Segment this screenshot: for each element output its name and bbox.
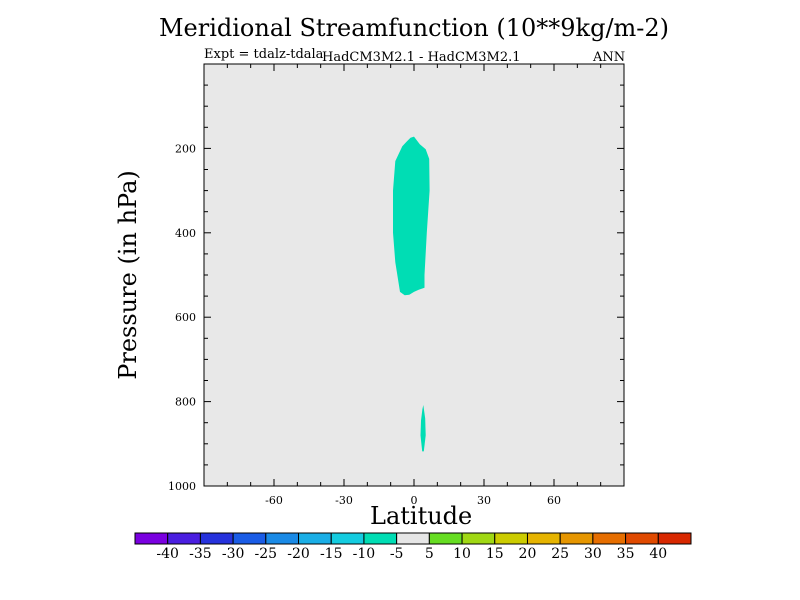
colorbar-label: 25	[551, 546, 569, 562]
y-tick-label: 200	[175, 142, 196, 155]
model-label: HadCM3M2.1 - HadCM3M2.1	[322, 50, 521, 65]
colorbar-swatch	[167, 532, 201, 545]
y-tick-label: 1000	[168, 480, 196, 493]
colorbar-swatch	[363, 532, 398, 545]
colorbar-label: 35	[617, 546, 635, 562]
colorbar-swatch	[330, 532, 365, 545]
colorbar-swatch	[396, 532, 430, 545]
colorbar-label: -15	[320, 546, 343, 562]
colorbar-label: -25	[255, 546, 278, 562]
colorbar-label: -20	[287, 546, 310, 562]
x-tick-label: 0	[411, 494, 418, 507]
y-tick-label: 400	[175, 227, 196, 240]
x-tick-label: 30	[477, 494, 491, 507]
colorbar-swatch	[526, 532, 561, 545]
y-tick-label: 800	[175, 396, 196, 409]
season-label: ANN	[593, 50, 626, 65]
x-tick-label: -30	[335, 494, 353, 507]
colorbar-label: -5	[390, 546, 404, 562]
colorbar-swatch	[428, 532, 463, 545]
chart-title: Meridional Streamfunction (10**9kg/m-2)	[158, 14, 670, 42]
colorbar-label: 10	[453, 546, 471, 562]
colorbar-label: 20	[519, 546, 537, 562]
colorbar-label: 5	[425, 546, 434, 562]
contour-region-1	[393, 136, 430, 296]
colorbar-label: 15	[486, 546, 504, 562]
colorbar-label: 30	[584, 546, 602, 562]
colorbar-swatch	[232, 532, 267, 545]
colorbar-swatch	[657, 532, 692, 545]
colorbar-swatch	[592, 532, 627, 545]
colorbar-label: -30	[222, 546, 245, 562]
colorbar-label: 40	[649, 546, 667, 562]
x-axis-label: Latitude	[370, 502, 473, 530]
colorbar-swatch	[298, 532, 332, 545]
colorbar-swatch	[494, 532, 528, 545]
experiment-label: Expt = tdalz-tdala	[204, 47, 324, 62]
y-tick-label: 600	[175, 311, 196, 324]
x-tick-label: -60	[265, 494, 283, 507]
colorbar-label: -40	[156, 546, 179, 562]
colorbar-swatch	[559, 532, 594, 545]
colorbar-label: -10	[353, 546, 376, 562]
colorbar-label: -35	[189, 546, 212, 562]
x-tick-label: 60	[547, 494, 561, 507]
colorbar-swatch	[199, 532, 234, 545]
colorbar-swatch	[461, 532, 496, 545]
contour-region-2	[420, 405, 426, 452]
colorbar-swatch	[265, 532, 300, 545]
colorbar-swatch	[134, 532, 169, 545]
colorbar-swatch	[625, 532, 659, 545]
